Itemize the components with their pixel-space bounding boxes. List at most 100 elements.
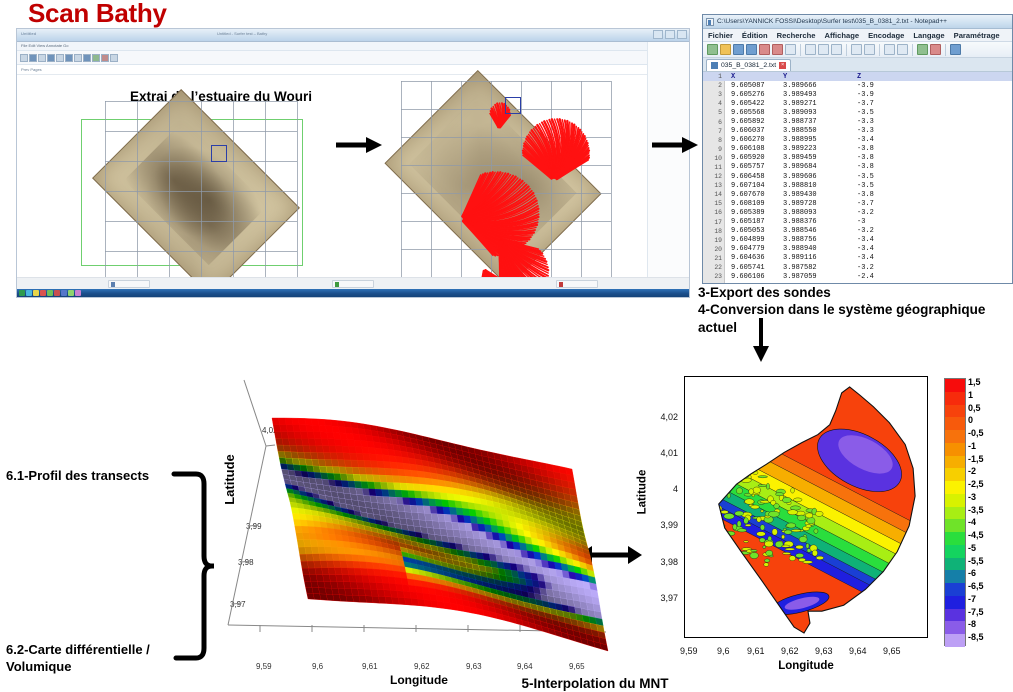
zoom-out-icon[interactable] — [930, 44, 941, 55]
taskbar-icon-1[interactable] — [19, 290, 25, 296]
window-menubar[interactable]: File Edit View Annotate Go — [17, 42, 689, 51]
windows-taskbar[interactable] — [17, 289, 689, 297]
cell-y: 3.988810 — [783, 182, 857, 190]
plot2d-ytick-4: 3,98 — [642, 557, 678, 567]
zoom-in-icon[interactable] — [917, 44, 928, 55]
text-row[interactable]: 17 9.605187 3.988376 -3 — [703, 218, 1012, 227]
window-toolbar[interactable] — [17, 51, 689, 65]
taskbar-icon-4[interactable] — [40, 290, 46, 296]
text-row[interactable]: 13 9.607104 3.988810 -3.5 — [703, 181, 1012, 190]
toolbar-icon-3[interactable] — [38, 54, 46, 62]
taskbar-icon-7[interactable] — [61, 290, 67, 296]
plot2d-ytick-2: 4 — [642, 484, 678, 494]
taskbar-icon-5[interactable] — [47, 290, 53, 296]
line-number: 13 — [703, 182, 725, 189]
toolbar-highlight-icon[interactable] — [101, 54, 109, 62]
text-row[interactable]: 10 9.605920 3.989459 -3.8 — [703, 154, 1012, 163]
save-icon[interactable] — [733, 44, 744, 55]
text-row[interactable]: 7 9.606037 3.988550 -3.3 — [703, 127, 1012, 136]
maximize-icon[interactable] — [665, 30, 675, 39]
text-row[interactable]: 18 9.605053 3.988546 -3.2 — [703, 227, 1012, 236]
text-row[interactable]: 23 9.606106 3.987059 -2.4 — [703, 272, 1012, 281]
text-row[interactable]: 21 9.604636 3.989116 -3.4 — [703, 254, 1012, 263]
close-all-icon[interactable] — [772, 44, 783, 55]
text-row[interactable]: 8 9.606270 3.988995 -3.4 — [703, 136, 1012, 145]
tab-035-b-0381-2-txt[interactable]: 035_B_0381_2.txt × — [706, 59, 791, 71]
taskbar-icon-3[interactable] — [33, 290, 39, 296]
notepadpp-tabbar[interactable]: 035_B_0381_2.txt × — [703, 58, 1012, 72]
menu-parametrage[interactable]: Paramétrage — [954, 31, 1000, 40]
line-number: 9 — [703, 146, 725, 153]
text-row[interactable]: 5 9.605568 3.989093 -3.5 — [703, 108, 1012, 117]
status-button-stop[interactable] — [556, 280, 598, 288]
print-icon[interactable] — [785, 44, 796, 55]
plot2d-ytick-1: 4,01 — [642, 448, 678, 458]
minimize-icon[interactable] — [653, 30, 663, 39]
taskbar-icon-2[interactable] — [26, 290, 32, 296]
toolbar-icon-7[interactable] — [74, 54, 82, 62]
sync-scroll-icon[interactable] — [950, 44, 961, 55]
text-row[interactable]: 15 9.608109 3.989728 -3.7 — [703, 199, 1012, 208]
taskbar-icon-6[interactable] — [54, 290, 60, 296]
text-row[interactable]: 22 9.605741 3.987582 -3.2 — [703, 263, 1012, 272]
colorbar-swatch — [945, 507, 965, 520]
toolbar-icon-4[interactable] — [47, 54, 55, 62]
toolbar-icon-9[interactable] — [110, 54, 118, 62]
cut-icon[interactable] — [805, 44, 816, 55]
plot2d-xtick-4: 9,63 — [815, 646, 833, 656]
cell-x: 9.604779 — [725, 245, 783, 253]
text-row[interactable]: 20 9.604779 3.988940 -3.4 — [703, 245, 1012, 254]
toolbar-icon-6[interactable] — [65, 54, 73, 62]
paste-icon[interactable] — [831, 44, 842, 55]
text-row[interactable]: 16 9.605389 3.988093 -3.2 — [703, 208, 1012, 217]
redo-icon[interactable] — [864, 44, 875, 55]
text-row[interactable]: 2 9.605087 3.989666 -3.9 — [703, 81, 1012, 90]
open-file-icon[interactable] — [720, 44, 731, 55]
taskbar-icon-9[interactable] — [75, 290, 81, 296]
notepadpp-toolbar[interactable] — [703, 42, 1012, 58]
close-icon[interactable] — [677, 30, 687, 39]
taskbar-icon-8[interactable] — [68, 290, 74, 296]
text-row[interactable]: 11 9.605757 3.989684 -3.8 — [703, 163, 1012, 172]
text-row[interactable]: 9 9.606108 3.989223 -3.8 — [703, 145, 1012, 154]
colorbar-tick-label: -3,5 — [968, 505, 984, 515]
menu-recherche[interactable]: Recherche — [777, 31, 816, 40]
replace-icon[interactable] — [897, 44, 908, 55]
text-row[interactable]: 3 9.605276 3.989493 -3.9 — [703, 90, 1012, 99]
menu-edition[interactable]: Édition — [742, 31, 768, 40]
contour-fill — [685, 377, 927, 637]
undo-icon[interactable] — [851, 44, 862, 55]
menu-affichage[interactable]: Affichage — [824, 31, 859, 40]
menu-encodage[interactable]: Encodage — [868, 31, 904, 40]
selection-box-2[interactable] — [505, 97, 521, 114]
toolbar-icon-8[interactable] — [83, 54, 91, 62]
copy-icon[interactable] — [818, 44, 829, 55]
text-row[interactable]: 14 9.607670 3.989430 -3.8 — [703, 190, 1012, 199]
window-controls[interactable] — [653, 30, 687, 39]
toolbar-icon-1[interactable] — [20, 54, 28, 62]
text-row[interactable]: 6 9.605892 3.988737 -3.3 — [703, 117, 1012, 126]
status-button-delete[interactable] — [108, 280, 150, 288]
save-all-icon[interactable] — [746, 44, 757, 55]
toolbar-separator-5 — [945, 44, 946, 56]
window-statusbar[interactable] — [17, 277, 689, 289]
new-file-icon[interactable] — [707, 44, 718, 55]
toolbar-pen-icon[interactable] — [92, 54, 100, 62]
toolbar-icon-5[interactable] — [56, 54, 64, 62]
text-row[interactable]: 4 9.605422 3.989271 -3.7 — [703, 99, 1012, 108]
text-row[interactable]: 19 9.604899 3.988756 -3.4 — [703, 236, 1012, 245]
notepadpp-menubar[interactable]: Fichier Édition Recherche Affichage Enco… — [703, 29, 1012, 42]
colorbar-swatch — [945, 494, 965, 507]
text-row[interactable]: 12 9.606458 3.989606 -3.5 — [703, 172, 1012, 181]
close-file-icon[interactable] — [759, 44, 770, 55]
tab-close-icon[interactable]: × — [779, 62, 786, 69]
find-icon[interactable] — [884, 44, 895, 55]
text-header-row[interactable]: 1 X Y Z — [703, 72, 1012, 81]
notepadpp-editor[interactable]: 1 X Y Z 2 9.605087 3.989666 -3.9 3 9.605276 3.9894… — [703, 72, 1012, 283]
selection-box[interactable] — [211, 145, 227, 162]
status-button-undo[interactable] — [332, 280, 374, 288]
menu-fichier[interactable]: Fichier — [708, 31, 733, 40]
line-number: 11 — [703, 164, 725, 171]
menu-langage[interactable]: Langage — [913, 31, 944, 40]
toolbar-icon-2[interactable] — [29, 54, 37, 62]
